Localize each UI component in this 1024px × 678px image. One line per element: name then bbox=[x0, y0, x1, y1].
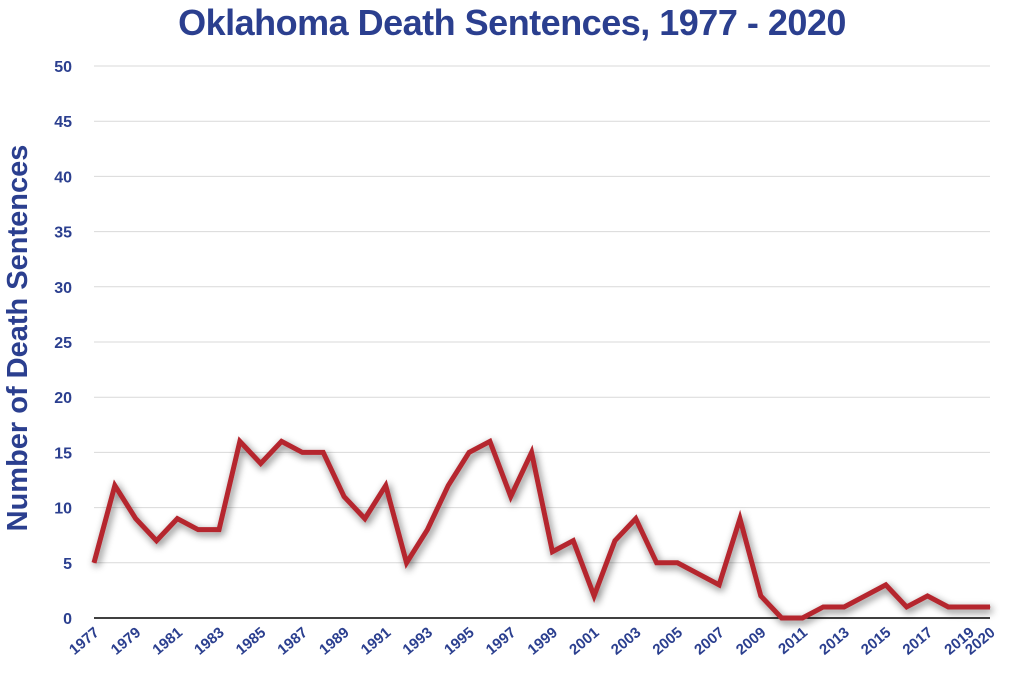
data-point-1987 bbox=[301, 451, 303, 453]
series-line-group bbox=[91, 436, 991, 621]
data-point-2020 bbox=[989, 606, 991, 608]
y-tick-label-5: 5 bbox=[63, 556, 72, 573]
data-point-2011 bbox=[801, 617, 803, 619]
x-tick-label-2017: 2017 bbox=[900, 624, 936, 658]
x-tick-label-2015: 2015 bbox=[858, 624, 894, 658]
data-point-1979 bbox=[135, 518, 137, 520]
chart-title: Oklahoma Death Sentences, 1977 - 2020 bbox=[178, 2, 846, 43]
data-point-1982 bbox=[197, 529, 199, 531]
y-tick-label-30: 30 bbox=[54, 280, 72, 297]
x-tick-label-1997: 1997 bbox=[483, 624, 519, 658]
x-tick-label-2007: 2007 bbox=[691, 624, 727, 658]
data-point-2013 bbox=[843, 606, 845, 608]
data-point-1985 bbox=[260, 462, 262, 464]
data-point-1981 bbox=[176, 518, 178, 520]
x-tick-label-1989: 1989 bbox=[316, 624, 352, 658]
data-point-2003 bbox=[635, 518, 637, 520]
y-axis-ticks: 0 5 10 15 20 25 30 35 40 45 50 bbox=[54, 59, 72, 628]
x-tick-label-1981: 1981 bbox=[149, 624, 185, 658]
data-point-1993 bbox=[426, 529, 428, 531]
data-point-1980 bbox=[156, 540, 158, 542]
data-point-1986 bbox=[281, 440, 283, 442]
x-tick-label-1987: 1987 bbox=[274, 624, 310, 658]
data-point-1999 bbox=[551, 551, 553, 553]
y-tick-label-35: 35 bbox=[54, 225, 72, 242]
y-tick-label-0: 0 bbox=[63, 611, 72, 628]
data-point-1992 bbox=[406, 562, 408, 564]
data-point-1990 bbox=[364, 518, 366, 520]
data-point-2016 bbox=[906, 606, 908, 608]
data-point-2006 bbox=[697, 573, 699, 575]
x-tick-label-2001: 2001 bbox=[566, 624, 602, 658]
y-tick-label-25: 25 bbox=[54, 335, 72, 352]
data-point-2005 bbox=[676, 562, 678, 564]
y-tick-label-10: 10 bbox=[54, 501, 72, 518]
x-tick-label-1991: 1991 bbox=[358, 624, 394, 658]
y-tick-label-45: 45 bbox=[54, 114, 72, 131]
x-tick-label-2009: 2009 bbox=[733, 624, 769, 658]
data-point-1988 bbox=[322, 451, 324, 453]
data-point-2007 bbox=[718, 584, 720, 586]
data-point-1983 bbox=[218, 529, 220, 531]
data-point-1998 bbox=[531, 451, 533, 453]
data-point-2014 bbox=[864, 595, 866, 597]
data-point-2010 bbox=[781, 617, 783, 619]
data-point-2015 bbox=[885, 584, 887, 586]
x-tick-label-1995: 1995 bbox=[441, 624, 477, 658]
data-point-2018 bbox=[947, 606, 949, 608]
data-point-2001 bbox=[593, 595, 595, 597]
y-tick-label-50: 50 bbox=[54, 59, 72, 76]
data-point-1978 bbox=[114, 485, 116, 487]
data-point-2019 bbox=[968, 606, 970, 608]
data-point-1977 bbox=[93, 562, 95, 564]
x-tick-label-1983: 1983 bbox=[191, 624, 227, 658]
x-tick-label-1985: 1985 bbox=[233, 624, 269, 658]
x-tick-label-2003: 2003 bbox=[608, 624, 644, 658]
data-point-1984 bbox=[239, 440, 241, 442]
x-tick-label-1993: 1993 bbox=[399, 624, 435, 658]
x-tick-label-1979: 1979 bbox=[108, 624, 144, 658]
x-tick-label-2005: 2005 bbox=[650, 624, 686, 658]
x-tick-label-1999: 1999 bbox=[524, 624, 560, 658]
data-point-1995 bbox=[468, 451, 470, 453]
data-point-1989 bbox=[343, 496, 345, 498]
x-tick-label-1977: 1977 bbox=[66, 624, 102, 658]
data-point-2012 bbox=[822, 606, 824, 608]
x-tick-label-2013: 2013 bbox=[816, 624, 852, 658]
data-point-1994 bbox=[447, 485, 449, 487]
x-tick-label-2011: 2011 bbox=[775, 624, 811, 658]
data-point-2002 bbox=[614, 540, 616, 542]
series-line bbox=[91, 436, 990, 621]
data-point-1996 bbox=[489, 440, 491, 442]
x-axis-ticks: 1977 1979 1981 1983 1985 1987 1989 1991 1993 1995… bbox=[66, 624, 998, 658]
data-point-1997 bbox=[510, 496, 512, 498]
data-point-2000 bbox=[572, 540, 574, 542]
y-tick-label-40: 40 bbox=[54, 169, 72, 186]
data-point-1991 bbox=[385, 485, 387, 487]
data-point-2008 bbox=[739, 518, 741, 520]
data-point-2017 bbox=[926, 595, 928, 597]
data-point-2009 bbox=[760, 595, 762, 597]
y-tick-label-20: 20 bbox=[54, 390, 72, 407]
y-axis-label: Number of Death Sentences bbox=[2, 145, 34, 532]
y-tick-label-15: 15 bbox=[54, 445, 72, 462]
data-point-2004 bbox=[656, 562, 658, 564]
